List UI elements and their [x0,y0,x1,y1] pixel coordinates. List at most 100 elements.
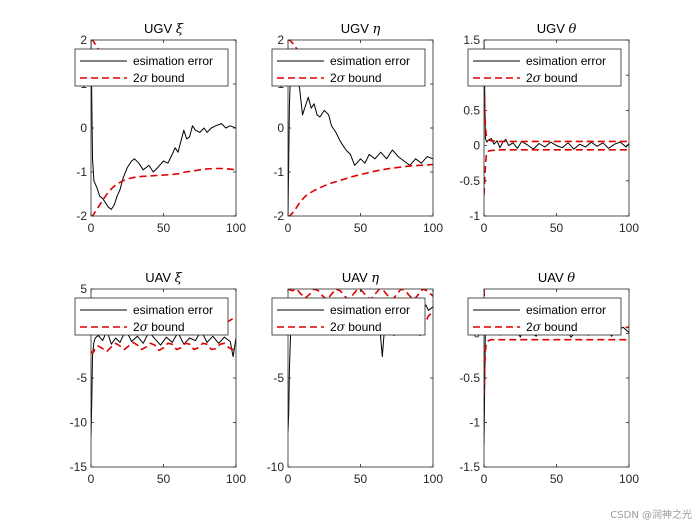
x-tick-label: 0 [285,472,292,486]
series-group [91,40,236,216]
y-tick-label: 5 [80,282,87,296]
legend-label: 2σ bound [526,320,578,334]
y-tick-label: 0 [80,121,87,135]
x-tick-label: 100 [226,472,246,486]
series-group [484,40,629,195]
x-tick-label: 0 [481,221,488,235]
legend-label-symbol: σ [337,320,346,334]
bound-line [288,163,433,216]
x-tick-label: 0 [88,472,95,486]
legend-box [271,48,426,87]
legend: esimation error 2σ bound [467,297,622,336]
x-tick-label: 50 [354,472,368,486]
legend-label-tail: bound [148,71,185,85]
legend-label: esimation error [133,54,213,68]
title-prefix: UGV [341,21,373,36]
legend-label-symbol: σ [533,71,542,85]
legend-label: 2σ bound [526,71,578,85]
legend-label: 2σ bound [330,320,382,334]
bound-line [484,96,629,143]
x-tick-label: 50 [157,472,171,486]
chart-panel: 0 50 100 -15 -10 -5 5 UAV ξ esimation error 2σ bo… [70,270,247,486]
title-prefix: UAV [145,270,174,285]
legend-label: esimation error [526,303,606,317]
y-tick-label: -2 [76,209,87,223]
legend-label: 2σ bound [330,71,382,85]
legend: esimation error 2σ bound [271,297,426,336]
legend-label-main: 2 [330,71,337,85]
chart-title: UGV η [341,21,381,37]
x-tick-label: 50 [550,221,564,235]
title-symbol: θ [568,22,576,37]
title-prefix: UGV [537,21,569,36]
legend: esimation error 2σ bound [467,48,622,87]
legend-label: 2σ bound [133,71,185,85]
y-tick-label: -1 [469,416,480,430]
y-tick-label: 0.5 [463,103,480,117]
title-symbol: θ [567,271,575,286]
legend: esimation error 2σ bound [74,297,229,336]
bound-line [288,289,433,301]
y-tick-label: -5 [76,371,87,385]
legend: esimation error 2σ bound [74,48,229,87]
y-tick-label: -0.5 [459,371,480,385]
chart-title: UAV η [342,270,379,286]
legend-label-main: 2 [526,71,533,85]
title-symbol: ξ [175,271,183,286]
y-tick-label: 0 [473,139,480,153]
x-tick-label: 50 [550,472,564,486]
legend-label-tail: bound [541,71,578,85]
bound-line [484,149,629,195]
x-tick-label: 100 [619,472,639,486]
x-tick-label: 0 [285,221,292,235]
title-symbol: η [373,22,381,37]
y-tick-label: -0.5 [459,174,480,188]
legend-label: esimation error [330,303,410,317]
legend: esimation error 2σ bound [271,48,426,87]
x-tick-label: 50 [354,221,368,235]
legend-box [467,297,622,336]
error-line [91,40,236,210]
title-symbol: η [371,271,379,286]
x-tick-label: 100 [619,221,639,235]
y-tick-label: -1.5 [459,460,480,474]
y-tick-label: -10 [70,416,88,430]
legend-box [74,297,229,336]
title-prefix: UAV [538,270,567,285]
bound-line [484,338,629,396]
legend-label: esimation error [330,54,410,68]
title-symbol: ξ [176,22,184,37]
x-tick-label: 50 [157,221,171,235]
y-tick-label: -2 [273,209,284,223]
x-tick-label: 0 [88,221,95,235]
legend-label-main: 2 [133,71,140,85]
chart-title: UGV ξ [144,21,184,37]
legend-label: esimation error [133,303,213,317]
y-tick-label: -1 [469,209,480,223]
y-tick-label: -10 [267,460,285,474]
y-tick-label: 2 [277,33,284,47]
legend-label-main: 2 [526,320,533,334]
x-tick-label: 0 [481,472,488,486]
y-tick-label: 0 [277,121,284,135]
y-tick-label: -1 [273,165,284,179]
bound-line [91,341,236,354]
title-prefix: UAV [342,270,371,285]
legend-label: esimation error [526,54,606,68]
y-tick-label: -1 [76,165,87,179]
chart-title: UAV ξ [145,270,182,286]
legend-label-tail: bound [345,71,382,85]
legend-label-tail: bound [541,320,578,334]
legend-box [74,48,229,87]
legend-box [271,297,426,336]
legend-label-tail: bound [345,320,382,334]
chart-panel: 0 50 100 -10 -5 UAV η esimation error 2σ bound [267,270,444,486]
legend-label-symbol: σ [140,320,149,334]
legend-box [467,48,622,87]
y-tick-label: -5 [273,371,284,385]
chart-title: UAV θ [538,270,575,286]
